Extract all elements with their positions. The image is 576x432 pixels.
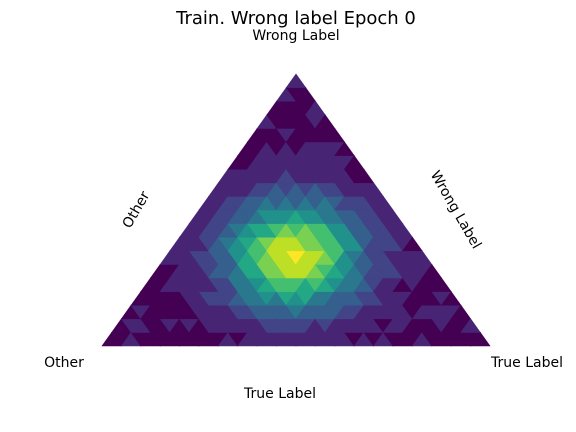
density-cell-3-16-u	[314, 114, 336, 129]
edge-label-right: Wrong Label	[427, 168, 484, 252]
density-cell-15-4-u	[431, 277, 452, 292]
density-cell-14-5-u	[421, 263, 443, 279]
density-cell-4-15-u	[324, 127, 346, 143]
density-cell-2-17-u	[305, 100, 326, 116]
density-cell-5-14-u	[334, 141, 355, 156]
density-cell-18-1-u	[460, 318, 481, 333]
density-cell-11-8-u	[392, 223, 413, 238]
density-cell-17-2-u	[450, 304, 472, 320]
density-cell-9-10-u	[373, 195, 394, 211]
density-cell-10-9-u	[382, 209, 404, 224]
vertex-label-top: Wrong Label	[252, 28, 339, 44]
density-cell-12-7-u	[402, 236, 423, 252]
density-cell-1-18-u	[295, 87, 316, 102]
density-cell-16-3-u	[440, 291, 462, 306]
density-cells	[101, 73, 491, 347]
density-cell-13-6-u	[411, 250, 433, 265]
edge-label-bottom: True Label	[243, 386, 316, 402]
vertex-label-left: Other	[44, 355, 84, 371]
chart-title: Train. Wrong label Epoch 0	[175, 8, 416, 29]
density-cell-8-11-u	[363, 182, 384, 197]
density-cell-19-0-u	[470, 331, 491, 347]
density-cell-7-12-u	[353, 168, 375, 184]
density-cell-0-19-u	[285, 73, 307, 88]
vertex-label-right: True Label	[490, 355, 563, 371]
edge-label-left: Other	[120, 189, 154, 232]
density-cell-6-13-u	[343, 155, 365, 170]
